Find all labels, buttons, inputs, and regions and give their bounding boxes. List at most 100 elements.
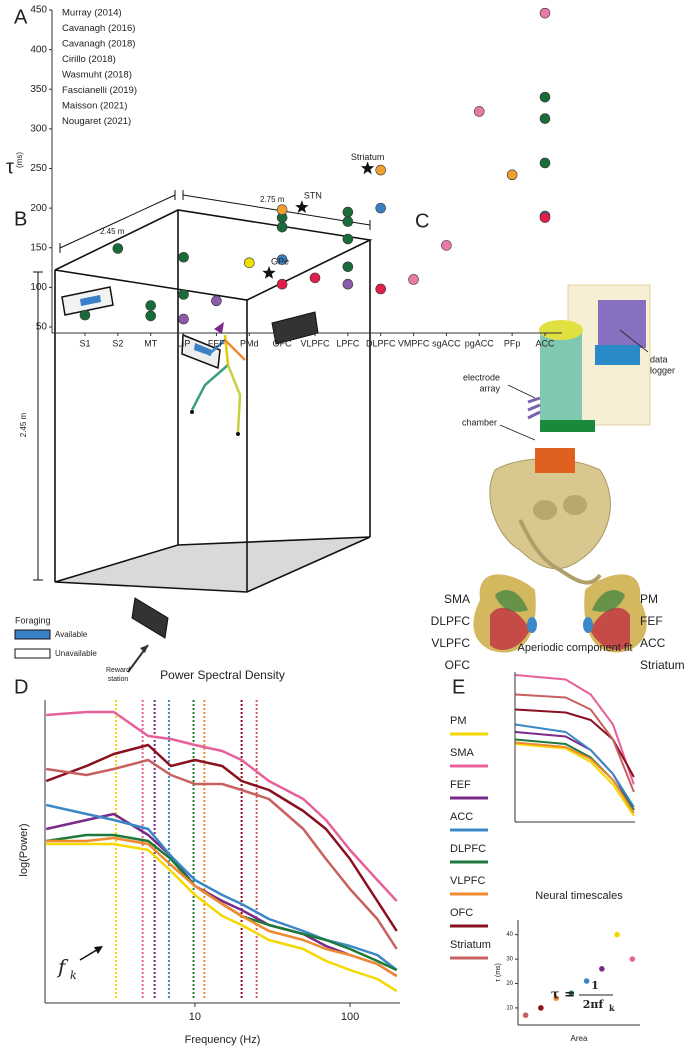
annotation: k — [70, 969, 77, 982]
legend-entry: Maisson (2021) — [62, 101, 127, 112]
x-tick-label: 10 — [189, 1011, 201, 1023]
brain-region-label: PM — [640, 592, 658, 606]
reward-label: Reward — [106, 667, 130, 674]
point — [538, 1005, 544, 1011]
chart-title: Aperiodic component fit — [518, 642, 633, 654]
point — [539, 7, 551, 19]
legend-entry: Cirillo (2018) — [62, 54, 116, 65]
legend-entry: Cavanagh (2016) — [62, 23, 135, 34]
point — [145, 310, 157, 322]
y-tick-label: 40 — [506, 932, 513, 938]
x-tick-label: DLPFC — [366, 338, 396, 348]
legend-entry: VLPFC — [450, 875, 486, 887]
legend-entry: FEF — [450, 779, 471, 791]
formula: k — [609, 1003, 615, 1013]
y-tick-label: 50 — [36, 322, 48, 333]
y-tick-label: 450 — [30, 5, 47, 16]
electrode-label: array — [479, 383, 500, 393]
annotation: f — [56, 955, 69, 979]
point — [539, 91, 551, 103]
legend-entry: Cavanagh (2018) — [62, 39, 135, 50]
point-label: STN — [304, 191, 322, 201]
point — [211, 295, 222, 307]
star-marker — [262, 266, 276, 279]
point — [629, 956, 636, 962]
point — [539, 113, 551, 124]
y-tick-label: 350 — [30, 84, 47, 95]
y-tick-label: 300 — [30, 124, 47, 135]
formula: 2πf — [583, 998, 605, 1011]
x-tick-label: PFp — [504, 338, 521, 348]
y-tick-label: 250 — [30, 163, 47, 174]
brain-region-label: VLPFC — [431, 636, 470, 650]
chamber-label: chamber — [462, 417, 497, 427]
legend-title: Foraging — [15, 615, 51, 625]
brain-region-label: DLPFC — [431, 614, 471, 628]
logger-label: logger — [650, 365, 675, 375]
x-tick-label: S2 — [112, 338, 123, 348]
panel-label: C — [415, 210, 429, 232]
brain-region-label: Striatum — [640, 658, 685, 672]
brain-region-label: FEF — [640, 614, 663, 628]
point — [599, 966, 605, 972]
brain-region-label: OFC — [445, 658, 471, 672]
point — [342, 216, 354, 227]
panel-label: D — [14, 676, 28, 698]
series-line — [515, 723, 635, 808]
x-tick-label: LPFC — [336, 338, 360, 348]
point — [342, 261, 354, 273]
x-tick-label: FEF — [208, 338, 226, 348]
reward-label: station — [108, 676, 129, 683]
x-tick-label: pgACC — [465, 338, 495, 348]
implant-illustration — [473, 284, 651, 653]
x-tick-label: LIP — [177, 338, 191, 348]
x-axis-label: Frequency (Hz) — [185, 1034, 261, 1046]
legend-unavailable: Unavailable — [55, 649, 97, 658]
legend-entry: PM — [450, 715, 467, 727]
point — [539, 212, 551, 223]
point — [145, 300, 157, 311]
y-tick-label: 200 — [30, 203, 47, 214]
x-axis-label: Area — [571, 1034, 588, 1043]
point — [276, 254, 288, 265]
legend-available: Available — [55, 630, 88, 639]
room-width: 2.45 m — [100, 227, 125, 236]
point — [178, 313, 189, 325]
chart-title: Power Spectral Density — [160, 668, 285, 682]
point-label: Striatum — [351, 152, 385, 162]
point — [178, 251, 189, 263]
star-marker — [360, 161, 375, 175]
brain-region-label: SMA — [444, 592, 470, 606]
legend-entry: Murray (2014) — [62, 8, 122, 19]
point — [112, 243, 124, 254]
series-line — [46, 836, 398, 978]
legend-entry: OFC — [450, 907, 473, 919]
legend-entry: DLPFC — [450, 843, 486, 855]
point — [375, 202, 387, 214]
legend-entry: ACC — [450, 811, 473, 823]
point — [522, 1012, 529, 1019]
point — [375, 283, 387, 295]
point — [568, 990, 575, 997]
panel-label: E — [452, 676, 465, 698]
y-tick-label: 100 — [30, 282, 47, 293]
point — [539, 157, 551, 169]
legend-entry: Fascianelli (2019) — [62, 85, 137, 96]
point — [178, 289, 189, 300]
y-axis-label: τ (ms) — [495, 963, 502, 982]
series-line — [515, 708, 635, 778]
point — [276, 221, 288, 233]
series-line — [46, 710, 398, 902]
point — [243, 257, 255, 269]
series-line — [515, 693, 635, 793]
x-tick-label: sgACC — [432, 338, 461, 348]
point — [342, 233, 354, 245]
formula: 1 — [591, 979, 599, 992]
series-line — [515, 743, 635, 817]
point — [342, 278, 354, 290]
y-tick-label: 400 — [30, 44, 47, 55]
y-tick-label: 20 — [506, 981, 513, 987]
series-line — [46, 842, 398, 993]
floor — [55, 537, 370, 592]
